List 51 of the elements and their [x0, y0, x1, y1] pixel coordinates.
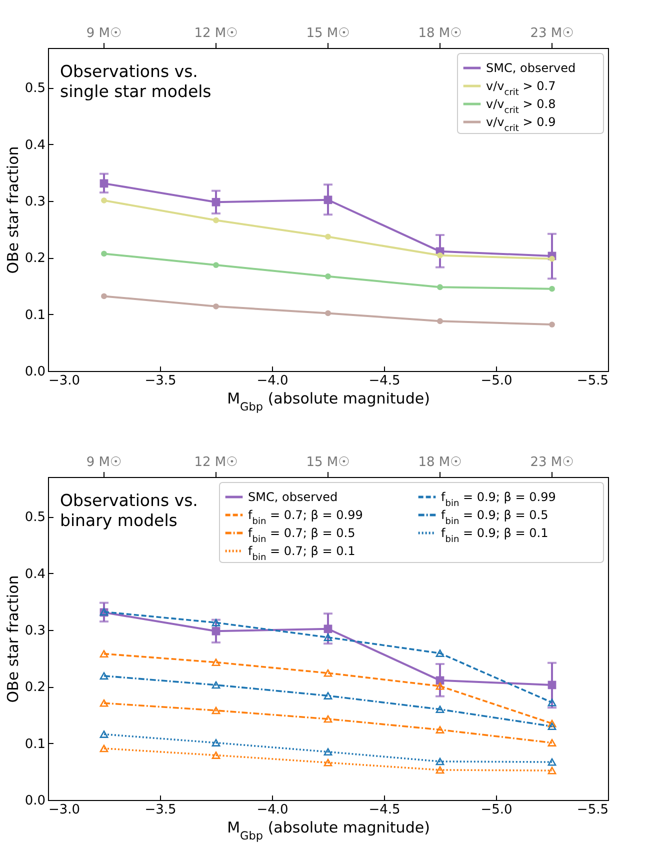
x-axis-title: M$_{Gbp}$ (absolute magnitude) — [227, 818, 430, 842]
legend-label: v/v$_{crit}$ > 0.7 — [486, 79, 556, 98]
y-tick-label: 0.1 — [24, 736, 46, 752]
legend-label: f$_{bin}$ = 0.7; β = 0.5 — [248, 526, 356, 545]
annotation: 12 M☉ — [194, 455, 238, 470]
y-axis-title: OBe star fraction — [4, 575, 22, 703]
legend-label: v/v$_{crit}$ > 0.8 — [486, 97, 556, 116]
legend-label: v/v$_{crit}$ > 0.9 — [486, 115, 556, 134]
x-tick-label: −4.0 — [256, 802, 288, 818]
annotation: 23 M☉ — [530, 455, 574, 470]
annotation: 12 M☉ — [194, 26, 238, 41]
x-tick-label: −3.0 — [48, 802, 80, 818]
x-tick-label: −3.5 — [144, 374, 176, 388]
text: Observations vs. binary models — [60, 491, 198, 530]
annotation: 18 M☉ — [418, 455, 462, 470]
x-tick-label: −5.5 — [576, 802, 608, 818]
y-tick-label: 0.4 — [24, 138, 46, 153]
y-tick-label: 0.5 — [24, 81, 46, 96]
legend-label: f$_{bin}$ = 0.9; β = 0.99 — [441, 490, 556, 509]
legend-label: f$_{bin}$ = 0.9; β = 0.5 — [441, 508, 548, 527]
x-tick-label: −5.0 — [480, 374, 512, 388]
x-tick-label: −5.5 — [576, 374, 608, 388]
y-tick-label: 0.0 — [24, 794, 46, 808]
legend-label: f$_{bin}$ = 0.7; β = 0.1 — [248, 544, 356, 563]
annotation: 15 M☉ — [306, 455, 350, 470]
x-tick-label: −4.0 — [256, 374, 288, 388]
annotation: 9 M☉ — [86, 455, 122, 470]
text: Observations vs. single star models — [60, 62, 212, 101]
legend-label: SMC, observed — [248, 490, 338, 504]
annotation: 23 M☉ — [530, 26, 574, 41]
legend-label: SMC, observed — [486, 61, 576, 75]
x-tick-label: −3.5 — [144, 802, 176, 818]
annotation: 15 M☉ — [306, 26, 350, 41]
y-tick-label: 0.5 — [24, 510, 46, 526]
y-tick-label: 0.1 — [24, 308, 46, 323]
x-axis-title: M$_{Gbp}$ (absolute magnitude) — [227, 390, 430, 413]
legend-label: f$_{bin}$ = 0.7; β = 0.99 — [248, 508, 363, 527]
y-axis-title: OBe star fraction — [4, 146, 22, 274]
y-tick-label: 0.2 — [24, 680, 46, 696]
annotation: 9 M☉ — [86, 26, 122, 41]
y-tick-label: 0.2 — [24, 251, 46, 266]
y-tick-label: 0.3 — [24, 624, 46, 638]
x-tick-label: −5.0 — [480, 802, 512, 818]
y-tick-label: 0.4 — [24, 566, 46, 582]
x-tick-label: −3.0 — [48, 374, 80, 388]
x-tick-label: −4.5 — [368, 802, 400, 818]
x-tick-label: −4.5 — [368, 374, 400, 388]
annotation: 18 M☉ — [418, 26, 462, 41]
y-tick-label: 0.3 — [24, 194, 46, 210]
legend-label: f$_{bin}$ = 0.9; β = 0.1 — [441, 526, 548, 545]
y-tick-label: 0.0 — [24, 364, 46, 380]
